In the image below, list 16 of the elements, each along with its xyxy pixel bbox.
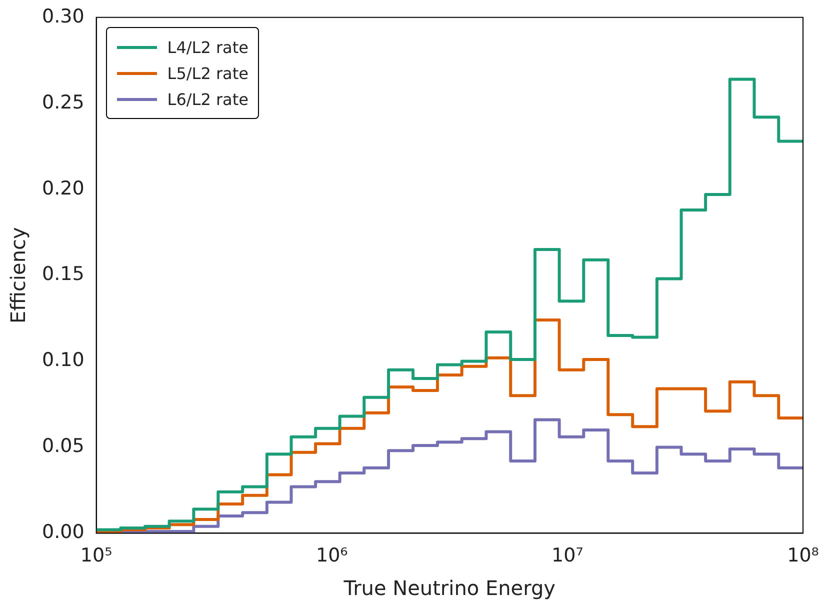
x-tick-label: 10⁶	[316, 544, 348, 567]
y-tick-label: 0.10	[42, 349, 84, 372]
x-tick-label: 10⁸	[787, 544, 819, 567]
y-tick-label: 0.00	[42, 521, 84, 544]
y-tick-label: 0.15	[42, 263, 84, 286]
x-axis-title: True Neutrino Energy	[342, 576, 556, 600]
x-tick-label: 10⁵	[80, 544, 112, 567]
y-tick-label: 0.20	[42, 177, 84, 200]
y-axis-title: Efficiency	[6, 226, 30, 324]
x-tick-label: 10⁷	[552, 544, 584, 567]
legend-label: L6/L2 rate	[167, 90, 248, 109]
legend-label: L5/L2 rate	[167, 64, 248, 83]
y-tick-label: 0.30	[42, 5, 84, 28]
y-tick-label: 0.05	[42, 435, 84, 458]
legend-label: L4/L2 rate	[167, 38, 248, 57]
y-tick-label: 0.25	[42, 91, 84, 114]
